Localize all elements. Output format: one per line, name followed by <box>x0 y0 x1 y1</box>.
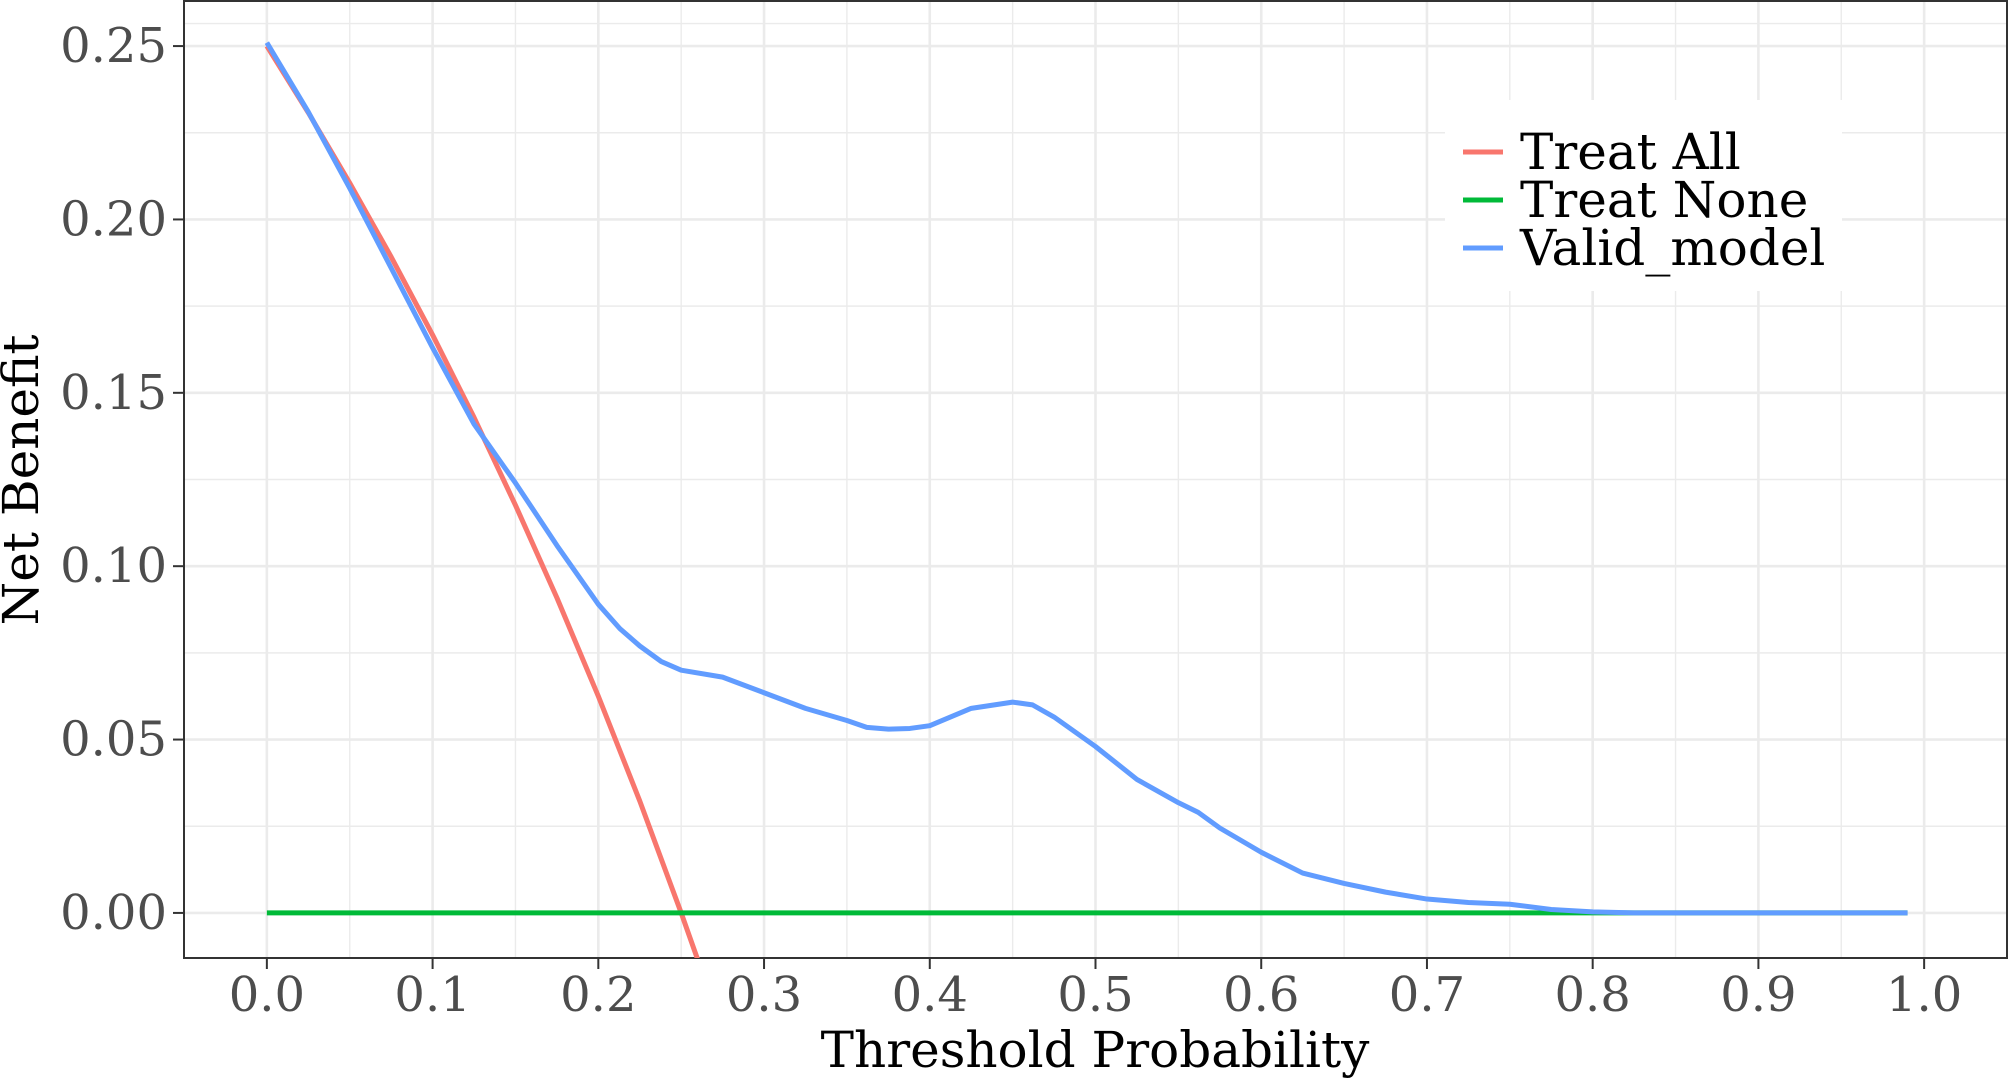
x-tick-label: 0.8 <box>1555 967 1631 1023</box>
legend-label-treat-all: Treat All <box>1520 123 1741 181</box>
legend-label-treat-none: Treat None <box>1520 171 1808 229</box>
x-tick-label: 0.2 <box>560 967 636 1023</box>
x-axis-title: Threshold Probability <box>821 1021 1370 1079</box>
y-tick-label: 0.25 <box>60 18 167 74</box>
x-tick-label: 0.3 <box>726 967 802 1023</box>
axes: 0.0 0.1 0.2 0.3 0.4 0.5 0.6 0.7 0.8 0.9 1.0 0.00 0.0… <box>60 18 1962 1023</box>
x-tick-label: 0.7 <box>1389 967 1465 1023</box>
y-tick-label: 0.00 <box>60 885 167 941</box>
x-tick-label: 0.6 <box>1223 967 1299 1023</box>
y-tick-label: 0.20 <box>60 191 167 247</box>
legend-background <box>1445 100 1842 291</box>
y-tick-label: 0.05 <box>60 712 167 768</box>
series-lines <box>264 41 1908 958</box>
x-tick-label: 1.0 <box>1886 967 1962 1023</box>
x-tick-label: 0.9 <box>1720 967 1796 1023</box>
y-axis-title: Net Benefit <box>0 335 50 626</box>
x-tick-label: 0.0 <box>229 967 305 1023</box>
legend-label-valid-model: Valid_model <box>1519 219 1825 277</box>
x-tick-label: 0.5 <box>1057 967 1133 1023</box>
x-tick-label: 0.4 <box>892 967 968 1023</box>
series-line-valid-model <box>264 41 1908 916</box>
x-tick-label: 0.1 <box>394 967 470 1023</box>
y-tick-label: 0.15 <box>60 365 167 421</box>
y-tick-label: 0.10 <box>60 538 167 594</box>
